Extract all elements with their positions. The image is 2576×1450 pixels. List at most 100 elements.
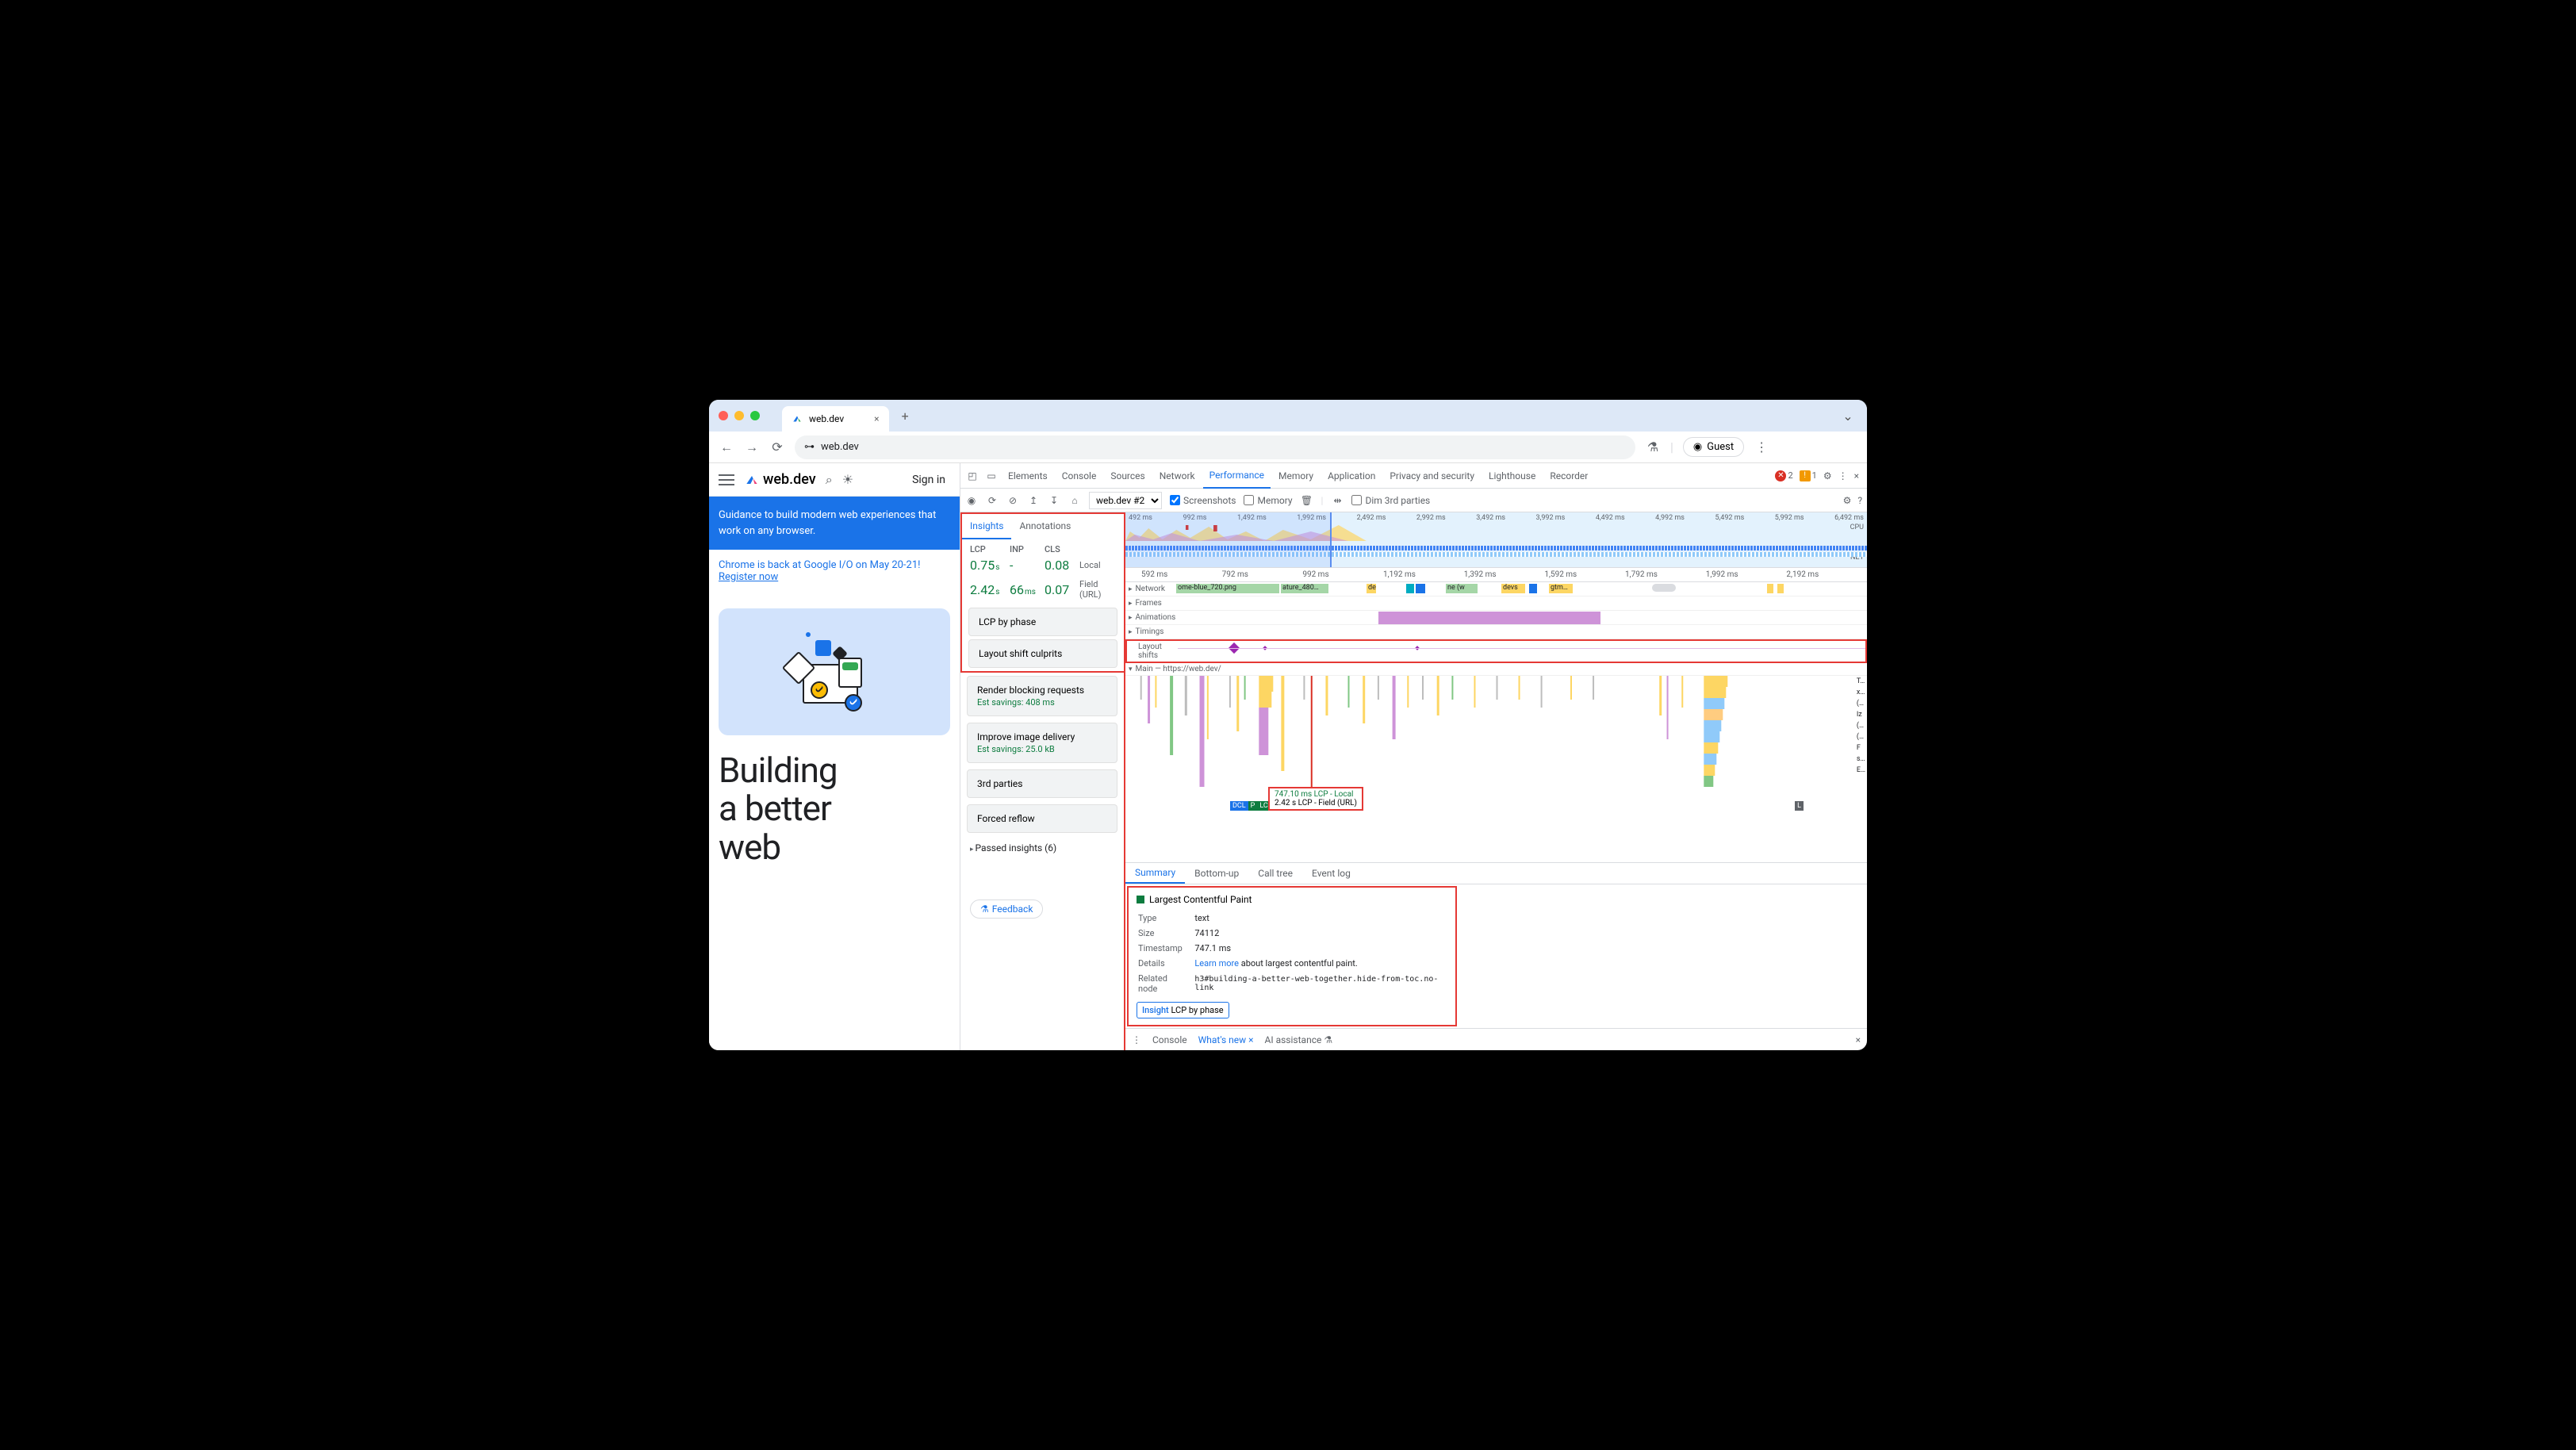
tab-network[interactable]: Network <box>1153 463 1202 488</box>
content-area: web.dev ⌕ ☀ Sign in Guidance to build mo… <box>709 463 1867 1050</box>
gc-icon[interactable]: 🗑 <box>1301 494 1313 507</box>
io-text: Chrome is back at Google I/O on May 20-2… <box>719 559 950 571</box>
inspect-icon[interactable]: ◰ <box>964 470 981 481</box>
insights-panel: Insights Annotations LCP INP CLS 0 <box>960 512 1125 1050</box>
insight-3rd-parties[interactable]: 3rd parties <box>967 769 1117 798</box>
related-node-link[interactable]: h3#building-a-better-web-together.hide-f… <box>1194 972 1446 995</box>
minimize-window-icon[interactable] <box>734 411 744 420</box>
help-icon[interactable]: ? <box>1857 495 1862 506</box>
reload-button[interactable]: ⟳ <box>769 439 785 455</box>
new-tab-button[interactable]: + <box>902 409 909 424</box>
tab-recorder[interactable]: Recorder <box>1543 463 1594 488</box>
site-logo[interactable]: web.dev <box>744 471 816 488</box>
tab-application[interactable]: Application <box>1321 463 1382 488</box>
feedback-button[interactable]: ⚗ Feedback <box>970 900 1043 919</box>
drawer-ai[interactable]: AI assistance ⚗ <box>1265 1034 1333 1045</box>
download-icon[interactable]: ↧ <box>1048 494 1060 507</box>
address-bar[interactable]: ⊶ web.dev <box>795 435 1635 459</box>
screenshots-toggle[interactable]: Screenshots <box>1170 495 1236 506</box>
tab-sources[interactable]: Sources <box>1104 463 1151 488</box>
url-bar: ← → ⟳ ⊶ web.dev ⚗ | ◉ Guest ⋮ <box>709 432 1867 463</box>
profile-select[interactable]: web.dev #2 <box>1089 492 1162 509</box>
summary-details: Largest Contentful Paint Typetext Size74… <box>1127 886 1457 1026</box>
drawer-whatsnew[interactable]: What's new × <box>1198 1034 1254 1045</box>
close-tab-icon[interactable]: × <box>874 413 879 424</box>
error-badge[interactable]: ✕2 <box>1775 470 1792 481</box>
device-icon[interactable]: ▭ <box>983 470 1000 481</box>
forward-button[interactable]: → <box>744 439 760 455</box>
track-main[interactable]: Main — https://web.dev/ <box>1125 663 1867 676</box>
close-devtools-icon[interactable]: × <box>1854 470 1859 481</box>
close-window-icon[interactable] <box>719 411 728 420</box>
drawer: ⋮ Console What's new × AI assistance ⚗ × <box>1125 1028 1867 1050</box>
labs-icon[interactable]: ⚗ <box>1645 439 1661 455</box>
tab-annotations[interactable]: Annotations <box>1011 514 1079 539</box>
lcp-callout: 747.10 ms LCP - Local 2.42 s LCP - Field… <box>1268 787 1363 811</box>
tab-summary[interactable]: Summary <box>1125 863 1185 884</box>
drawer-menu-icon[interactable]: ⋮ <box>1132 1034 1141 1045</box>
browser-tab[interactable]: web.dev × <box>782 406 889 432</box>
track-timings[interactable]: Timings <box>1125 625 1867 639</box>
insight-image-delivery[interactable]: Improve image delivery Est savings: 25.0… <box>967 723 1117 763</box>
dim-3p-toggle[interactable]: Dim 3rd parties <box>1351 495 1430 506</box>
more-icon[interactable]: ⋮ <box>1838 470 1848 481</box>
tabs-dropdown-icon[interactable]: ⌄ <box>1838 406 1857 425</box>
tab-lighthouse[interactable]: Lighthouse <box>1482 463 1542 488</box>
reload-record-icon[interactable]: ⟳ <box>986 494 999 507</box>
clear-icon[interactable]: ⊘ <box>1006 494 1019 507</box>
perf-toolbar: ◉ ⟳ ⊘ ↥ ↧ ⌂ web.dev #2 Screenshots Memor… <box>960 489 1867 512</box>
ruler-icon[interactable]: ⇹ <box>1331 494 1344 507</box>
tab-performance[interactable]: Performance <box>1203 463 1271 489</box>
flask-icon: ⚗ <box>980 903 989 915</box>
passed-insights[interactable]: Passed insights (6) <box>960 836 1124 860</box>
tab-bottomup[interactable]: Bottom-up <box>1185 863 1248 884</box>
insight-render-blocking[interactable]: Render blocking requests Est savings: 40… <box>967 676 1117 716</box>
perf-settings-icon[interactable]: ⚙ <box>1843 495 1852 506</box>
tab-elements[interactable]: Elements <box>1002 463 1054 488</box>
page-headline: Building a better web <box>709 751 960 866</box>
upload-icon[interactable]: ↥ <box>1027 494 1040 507</box>
back-button[interactable]: ← <box>719 439 734 455</box>
tab-insights[interactable]: Insights <box>962 514 1011 539</box>
browser-menu-icon[interactable]: ⋮ <box>1754 439 1769 455</box>
site-header: web.dev ⌕ ☀ Sign in <box>709 463 960 497</box>
maximize-window-icon[interactable] <box>750 411 760 420</box>
browser-window: web.dev × + ⌄ ← → ⟳ ⊶ web.dev ⚗ | ◉ Gues… <box>709 400 1867 1050</box>
track-frames[interactable]: Frames <box>1125 596 1867 611</box>
insight-forced-reflow[interactable]: Forced reflow <box>967 804 1117 833</box>
home-icon[interactable]: ⌂ <box>1068 494 1081 507</box>
profile-button[interactable]: ◉ Guest <box>1683 437 1744 457</box>
metrics-grid: LCP INP CLS 0.75s - 0.08 Local <box>962 539 1124 604</box>
record-icon[interactable]: ◉ <box>965 494 978 507</box>
insight-lcp-phase[interactable]: LCP by phase <box>968 608 1117 636</box>
settings-icon[interactable]: ⚙ <box>1823 470 1832 481</box>
overview-ruler[interactable]: 492 ms 992 ms 1,492 ms 1,992 ms 2,492 ms… <box>1125 512 1867 568</box>
track-network[interactable]: Network ome-blue_720.png ature_480… de n… <box>1125 582 1867 596</box>
track-animations[interactable]: Animations <box>1125 611 1867 625</box>
metric-color-swatch <box>1137 896 1144 903</box>
warning-badge[interactable]: !1 <box>1800 470 1817 481</box>
tracks[interactable]: Network ome-blue_720.png ature_480… de n… <box>1125 582 1867 862</box>
guest-icon: ◉ <box>1693 441 1702 453</box>
tab-privacy[interactable]: Privacy and security <box>1383 463 1481 488</box>
flame-chart[interactable]: T…x…(…Iz(…(…Fs…E… DCL P LCP 747.10 ms LC… <box>1125 676 1867 811</box>
menu-icon[interactable] <box>719 474 734 485</box>
site-settings-icon[interactable]: ⊶ <box>804 441 815 453</box>
theme-icon[interactable]: ☀ <box>842 472 853 487</box>
track-layout-shifts[interactable]: Layout shifts <box>1125 639 1867 663</box>
insight-cls-culprits[interactable]: Layout shift culprits <box>968 639 1117 668</box>
close-drawer-icon[interactable]: × <box>1856 1034 1861 1045</box>
tab-memory[interactable]: Memory <box>1272 463 1320 488</box>
register-link[interactable]: Register now <box>719 571 778 583</box>
tab-calltree[interactable]: Call tree <box>1248 863 1302 884</box>
memory-toggle[interactable]: Memory <box>1244 495 1292 506</box>
signin-link[interactable]: Sign in <box>907 474 950 486</box>
search-icon[interactable]: ⌕ <box>826 472 833 488</box>
titlebar: web.dev × + ⌄ <box>709 400 1867 432</box>
learn-more-link[interactable]: Learn more <box>1194 958 1239 969</box>
tab-console[interactable]: Console <box>1056 463 1103 488</box>
drawer-console[interactable]: Console <box>1152 1034 1187 1045</box>
tab-eventlog[interactable]: Event log <box>1302 863 1360 884</box>
hero-image <box>719 608 950 735</box>
insight-chip[interactable]: Insight LCP by phase <box>1137 1002 1229 1018</box>
